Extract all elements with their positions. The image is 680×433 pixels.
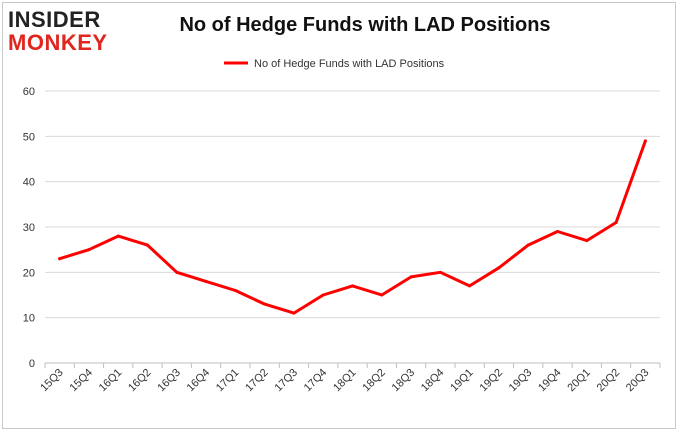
- legend: No of Hedge Funds with LAD Positions: [224, 58, 445, 70]
- y-tick-label: 20: [23, 267, 35, 279]
- data-point: [380, 293, 384, 297]
- data-point: [409, 275, 413, 279]
- logo-text-insider: INSIDER: [8, 7, 101, 32]
- grid-layer: [45, 90, 660, 319]
- data-point: [58, 257, 62, 261]
- x-tick-label: 17Q1: [214, 367, 242, 395]
- data-point: [556, 230, 559, 234]
- x-tick-label: 18Q2: [360, 367, 388, 395]
- x-tick-label: 15Q4: [68, 367, 96, 395]
- data-point: [233, 288, 237, 292]
- x-tick-label: 18Q3: [390, 367, 418, 395]
- data-point: [87, 248, 91, 252]
- logo-text-monkey: MONKEY: [8, 30, 108, 55]
- x-tick-label: 19Q4: [536, 367, 564, 395]
- x-tick-label: 17Q3: [273, 367, 301, 395]
- data-point: [146, 243, 149, 247]
- data-point: [321, 293, 325, 297]
- x-tick-label: 20Q3: [624, 367, 652, 395]
- x-tick-label: 17Q2: [243, 367, 271, 395]
- x-tick-label: 17Q4: [302, 367, 330, 395]
- x-tick-label: 16Q3: [155, 367, 183, 395]
- y-tick-label: 30: [23, 222, 35, 234]
- x-tick-label: 19Q3: [507, 367, 535, 395]
- data-point: [497, 266, 501, 270]
- y-tick-label: 60: [23, 86, 35, 98]
- data-point: [175, 270, 179, 274]
- data-point: [116, 234, 120, 238]
- data-point: [614, 220, 618, 224]
- insider-monkey-logo: INSIDER MONKEY: [8, 8, 126, 56]
- legend-label: No of Hedge Funds with LAD Positions: [254, 58, 445, 70]
- x-tick-label: 18Q4: [419, 367, 447, 395]
- data-point: [438, 270, 442, 274]
- x-tick-label: 16Q1: [97, 367, 125, 395]
- data-point: [643, 139, 647, 143]
- data-point: [292, 311, 296, 315]
- data-point: [351, 284, 354, 288]
- x-tick-label: 20Q2: [595, 367, 623, 395]
- y-tick-label: 50: [23, 131, 35, 143]
- x-tick-label: 16Q2: [126, 367, 154, 395]
- data-point: [468, 284, 472, 288]
- x-tick-label: 15Q3: [38, 367, 66, 395]
- data-point: [526, 243, 530, 247]
- data-point: [204, 279, 208, 283]
- x-tick-label: 19Q1: [448, 367, 476, 395]
- y-tick-label: 0: [29, 358, 35, 370]
- chart-frame: [2, 2, 676, 429]
- y-tick-label: 40: [23, 177, 35, 189]
- y-tick-label: 10: [23, 313, 35, 325]
- chart-title: No of Hedge Funds with LAD Positions: [179, 14, 551, 36]
- x-tick-label: 19Q2: [478, 367, 506, 395]
- data-point: [585, 239, 589, 243]
- x-tick-label: 20Q1: [565, 367, 593, 395]
- data-point: [263, 302, 267, 306]
- series-layer: [58, 139, 647, 315]
- x-tick-label: 16Q4: [185, 367, 213, 395]
- x-tick-label: 18Q1: [331, 367, 359, 395]
